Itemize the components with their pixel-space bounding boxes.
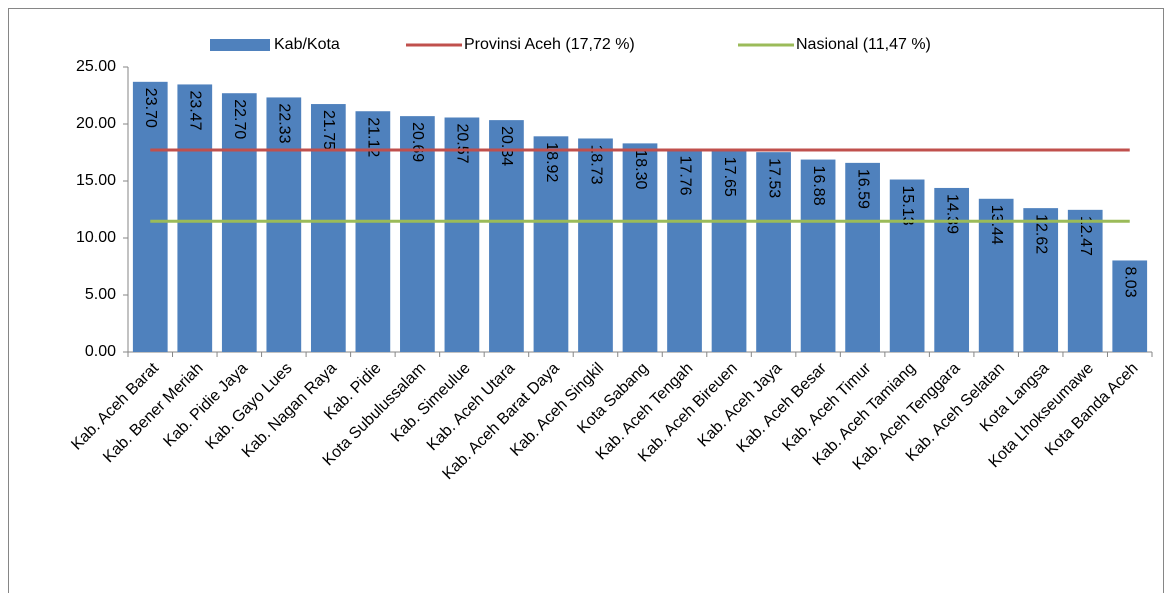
y-tick-label: 15.00	[76, 172, 116, 189]
legend-swatch	[210, 39, 270, 51]
value-label: 18.73	[587, 144, 604, 184]
value-label: 16.88	[810, 166, 827, 206]
value-label: 23.47	[187, 90, 204, 130]
bar	[444, 117, 480, 352]
value-label: 20.69	[409, 122, 426, 162]
value-label: 22.33	[276, 103, 293, 143]
y-tick-label: 5.00	[85, 286, 116, 303]
value-label: 21.12	[365, 117, 382, 157]
bar	[934, 187, 970, 352]
bar	[756, 152, 791, 352]
bar	[578, 138, 613, 352]
value-label: 12.62	[1032, 214, 1049, 254]
bar	[845, 162, 880, 352]
y-tick-label: 20.00	[76, 115, 116, 132]
bar	[1067, 209, 1103, 352]
bar	[533, 136, 569, 352]
value-label: 14.39	[943, 194, 960, 234]
bar	[1112, 260, 1148, 352]
value-label: 8.03	[1122, 266, 1139, 297]
value-label: 15.13	[899, 186, 916, 226]
bar	[310, 104, 346, 352]
legend-label: Kab/Kota	[274, 36, 340, 53]
value-label: 17.65	[721, 157, 738, 197]
value-label: 20.34	[498, 126, 515, 166]
x-tick-label: Kab. Simeulue	[388, 360, 474, 446]
y-tick-label: 0.00	[85, 343, 116, 360]
y-tick-label: 10.00	[76, 229, 116, 246]
value-label: 16.59	[854, 169, 871, 209]
bar	[266, 97, 302, 352]
chart-frame	[8, 8, 1164, 593]
bar	[800, 159, 836, 352]
bar	[132, 81, 168, 352]
value-label: 18.30	[632, 149, 649, 189]
value-label: 13.44	[988, 205, 1005, 245]
legend-label: Nasional (11,47 %)	[796, 36, 931, 53]
bar	[667, 149, 702, 352]
value-label: 22.70	[231, 99, 248, 139]
bar	[889, 179, 925, 352]
bar	[978, 198, 1014, 352]
value-label: 20.57	[454, 124, 471, 164]
bar	[711, 150, 747, 352]
bar	[622, 143, 658, 352]
bar	[1023, 208, 1059, 352]
value-label: 12.47	[1077, 216, 1094, 256]
y-tick-label: 25.00	[76, 58, 116, 75]
bar	[177, 84, 213, 352]
value-label: 18.92	[543, 142, 560, 182]
value-label: 21.75	[320, 110, 337, 150]
legend-label: Provinsi Aceh (17,72 %)	[464, 36, 635, 53]
value-label: 17.76	[676, 156, 693, 196]
value-label: 23.70	[142, 88, 159, 128]
bar	[489, 120, 524, 353]
value-label: 17.53	[765, 158, 782, 198]
bar	[400, 116, 435, 352]
